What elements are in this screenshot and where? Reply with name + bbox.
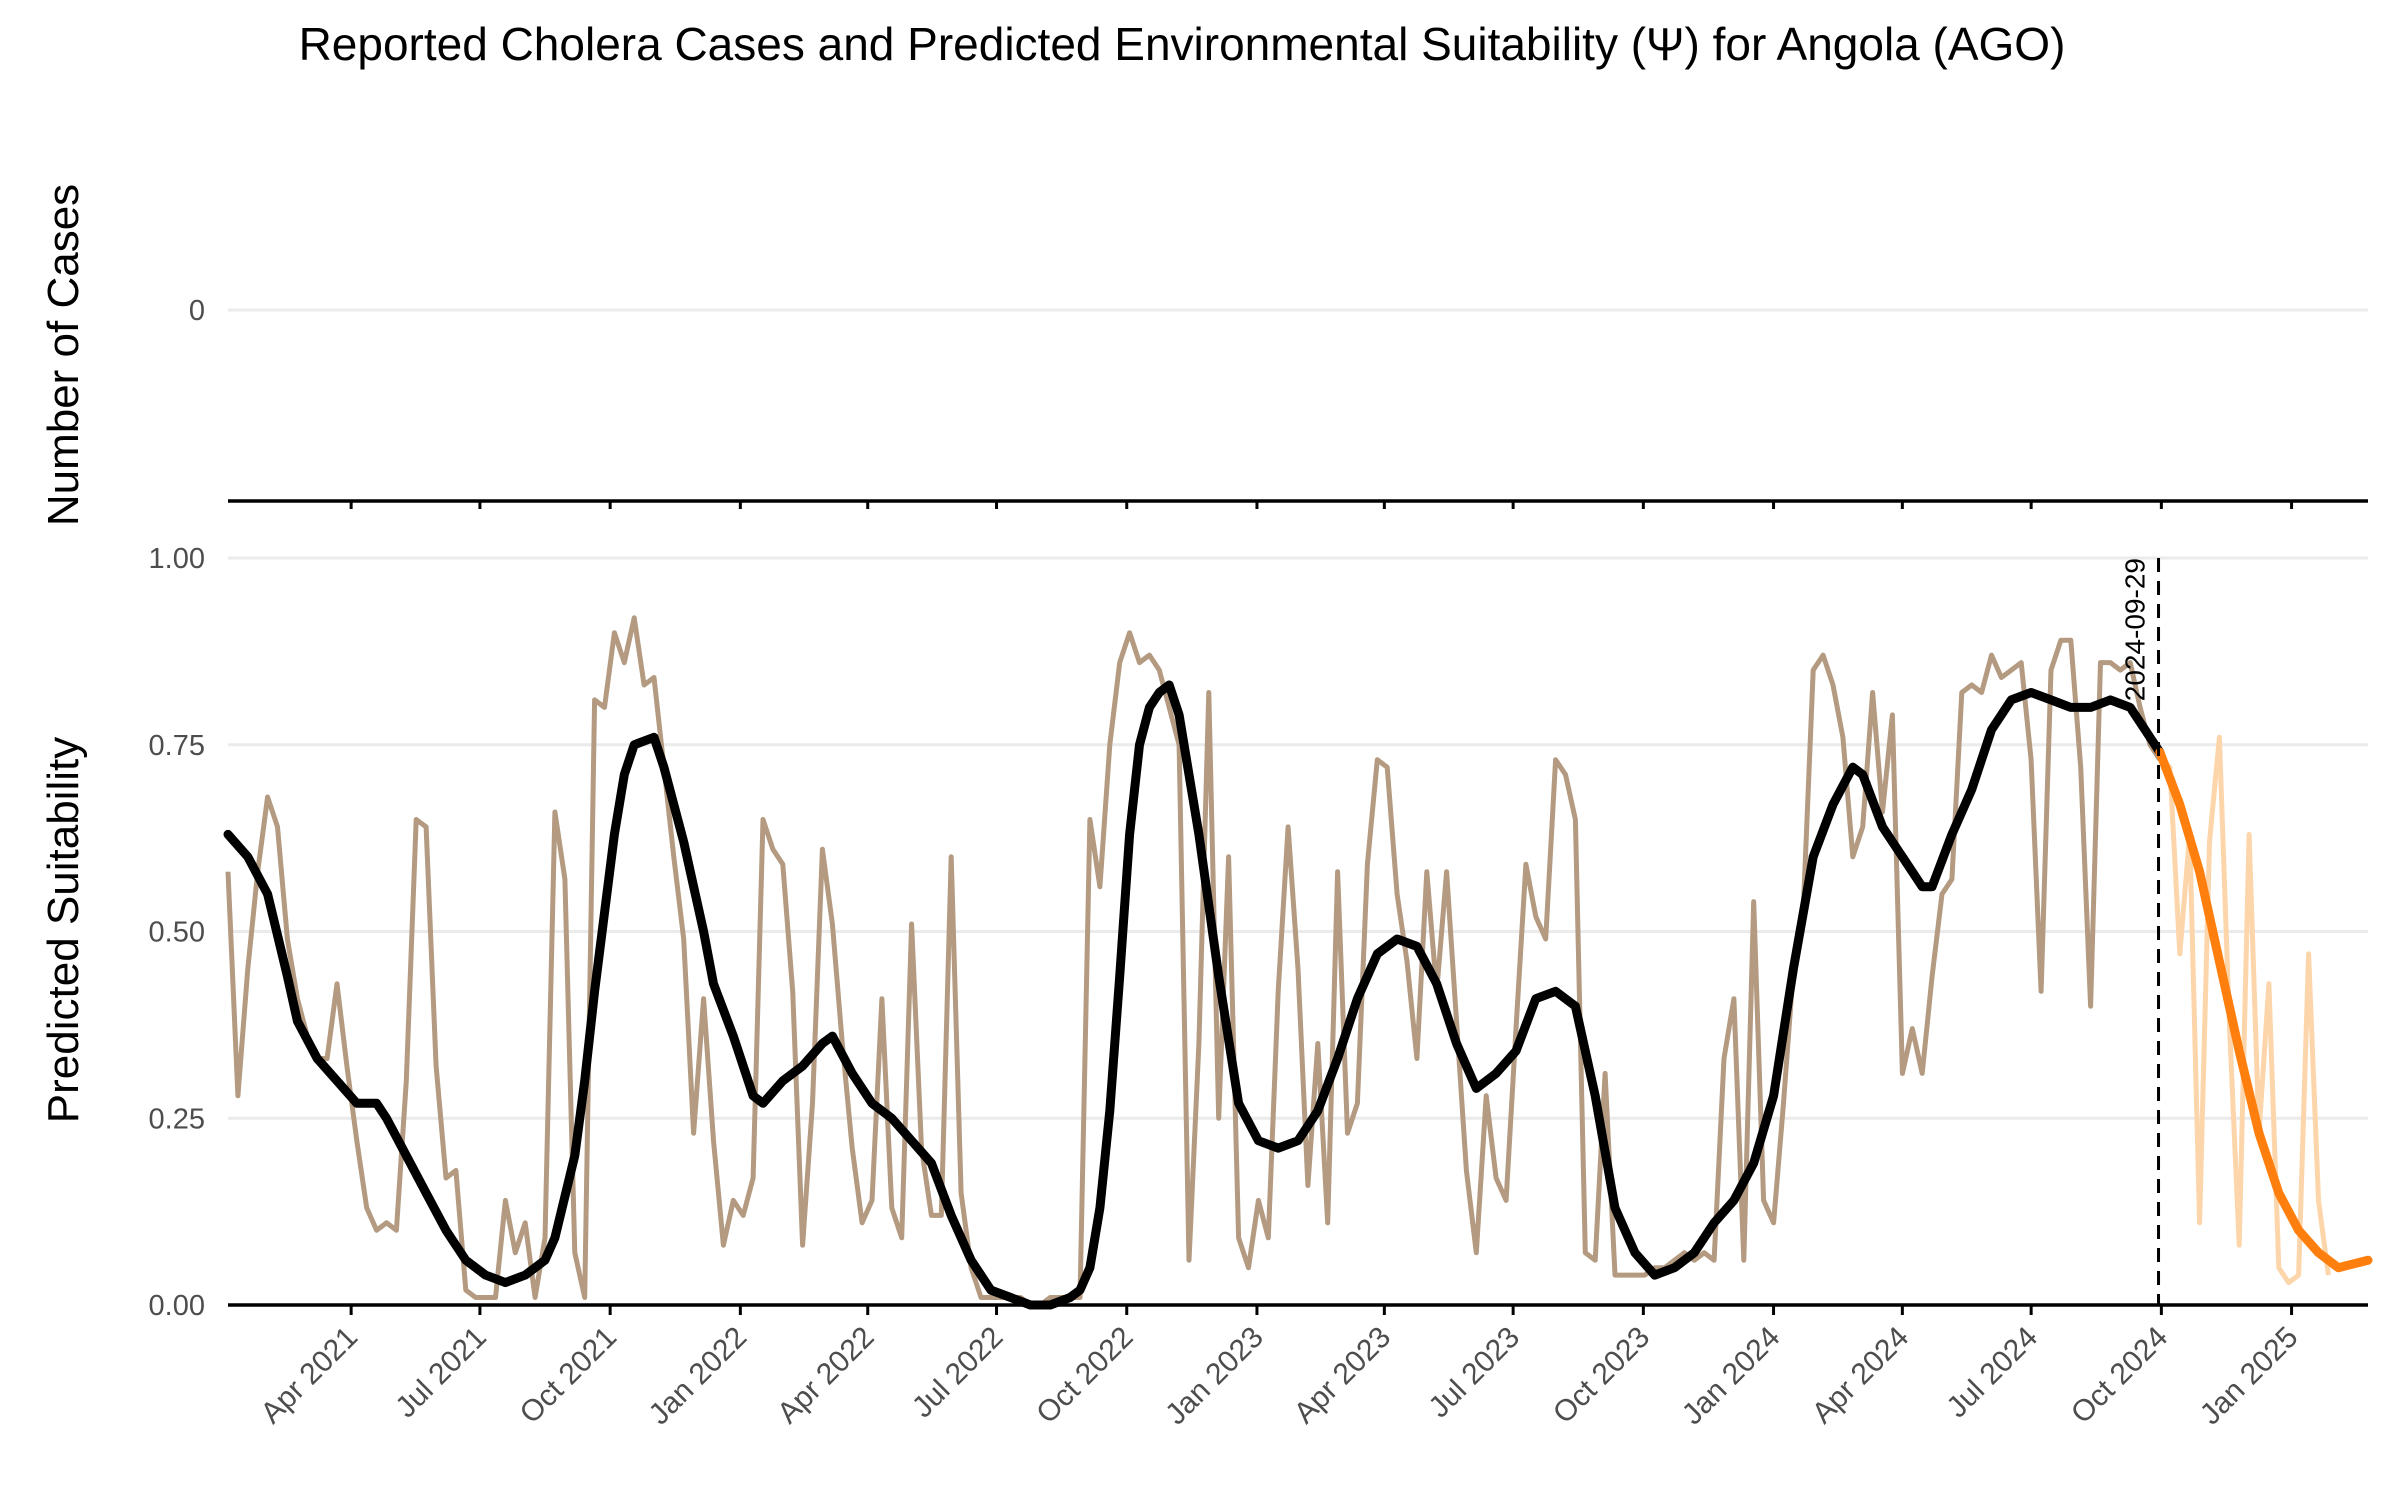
x-tick-label: Jan 2022 xyxy=(643,1321,754,1432)
x-tick-label: Apr 2024 xyxy=(1806,1321,1915,1430)
cases-panel: Number of Cases 0 xyxy=(39,184,2368,526)
cases-y-axis-title: Number of Cases xyxy=(39,184,88,526)
x-tick-label: Jul 2024 xyxy=(1941,1321,2045,1425)
forecast-suitability-line xyxy=(2155,747,2373,1273)
suitability-y-tick-label: 1.00 xyxy=(149,543,205,575)
chart-title: Reported Cholera Cases and Predicted Env… xyxy=(299,18,2066,70)
suitability-y-tick-label: 0.25 xyxy=(149,1103,205,1135)
raw-suitability-observed-line xyxy=(225,615,2162,1308)
raw-suitability-forecast-line xyxy=(2158,734,2331,1286)
x-tick-label: Jul 2022 xyxy=(906,1321,1010,1425)
x-tick-label: Oct 2022 xyxy=(1030,1321,1139,1430)
suitability-x-tick-labels: Apr 2021 Jul 2021 Oct 2021 Jan 2022 Apr 2022… xyxy=(255,1321,2305,1432)
x-tick-label: Jan 2024 xyxy=(1676,1321,1787,1432)
suitability-y-tick-label: 0.00 xyxy=(149,1290,205,1322)
smoothed-suitability-line xyxy=(223,680,2165,1310)
suitability-y-axis-title: Predicted Suitability xyxy=(39,737,88,1123)
x-tick-label: Oct 2021 xyxy=(514,1321,623,1430)
suitability-y-tick-label: 0.50 xyxy=(149,917,205,949)
x-tick-label: Oct 2023 xyxy=(1547,1321,1656,1430)
x-tick-label: Jan 2025 xyxy=(2194,1321,2305,1432)
x-tick-label: Apr 2021 xyxy=(255,1321,364,1430)
cases-y-tick-label-0: 0 xyxy=(189,295,205,327)
x-tick-label: Jul 2023 xyxy=(1423,1321,1527,1425)
cases-x-ticks xyxy=(349,501,2294,509)
suitability-series xyxy=(223,615,2373,1310)
x-tick-label: Oct 2024 xyxy=(2065,1321,2174,1430)
x-tick-label: Apr 2023 xyxy=(1288,1321,1397,1430)
suitability-y-tick-label: 0.75 xyxy=(149,730,205,762)
x-tick-label: Apr 2022 xyxy=(771,1321,880,1430)
forecast-start-label: 2024-09-29 xyxy=(2120,558,2151,701)
suitability-x-ticks xyxy=(349,1305,2294,1315)
suitability-y-grid xyxy=(228,556,2368,1307)
suitability-panel: Predicted Suitability 0.00 0.25 0.50 0.75 1.… xyxy=(39,543,2373,1432)
x-tick-label: Jul 2021 xyxy=(389,1321,493,1425)
x-tick-label: Jan 2023 xyxy=(1159,1321,1270,1432)
suitability-y-tick-labels: 0.00 0.25 0.50 0.75 1.00 xyxy=(149,543,205,1322)
